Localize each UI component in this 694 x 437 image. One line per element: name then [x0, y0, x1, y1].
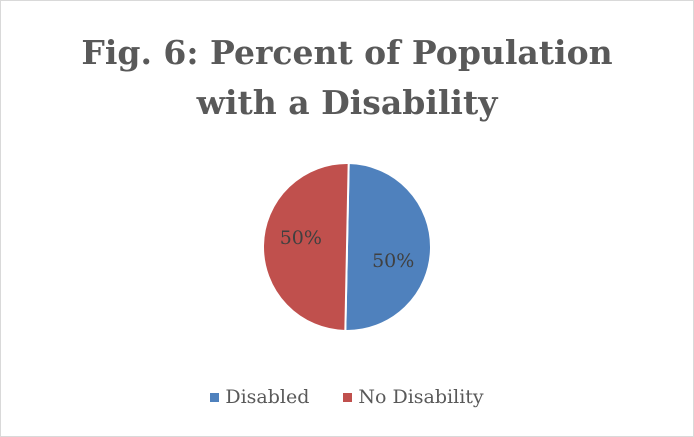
pie-slice-no-disability: [262, 162, 350, 333]
legend-label-no-disability: No Disability: [358, 386, 484, 408]
legend-swatch-disabled: [210, 392, 220, 402]
chart-title-line-1: Fig. 6: Percent of Population: [81, 33, 613, 72]
legend-item-disabled: Disabled: [210, 386, 309, 408]
pie-slice-disabled: [344, 161, 432, 332]
legend-swatch-no-disability: [343, 392, 353, 402]
chart-title-line-2: with a Disability: [196, 83, 498, 122]
legend-item-no-disability: No Disability: [343, 386, 484, 408]
legend-label-disabled: Disabled: [225, 386, 310, 408]
chart-title: Fig. 6: Percent of Population with a Dis…: [0, 28, 694, 128]
data-label-disabled: 50%: [372, 250, 414, 272]
data-label-no-disability: 50%: [280, 227, 322, 249]
legend: Disabled No Disability: [0, 386, 694, 408]
